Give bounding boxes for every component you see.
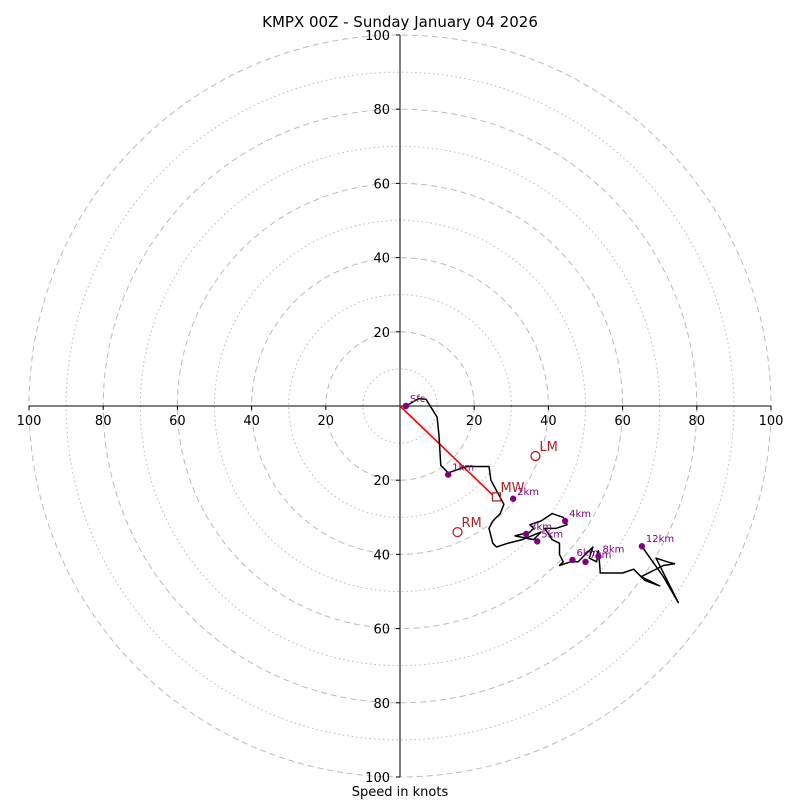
height-label-2km: 2km [517, 487, 539, 498]
y-tick-label: 80 [373, 103, 390, 118]
height-marker-sfc [402, 402, 410, 410]
x-tick-label: 40 [243, 414, 260, 429]
height-label-6km: 6km [577, 548, 599, 559]
storm-motion-label-mw: MW [500, 481, 524, 496]
height-marker-12km [638, 543, 646, 550]
storm-motion-marker-mw [491, 492, 502, 502]
height-markers: Sfc1km2km3km4km5km6km7km8km12km [402, 394, 674, 566]
shear-vector-layer [399, 405, 494, 496]
x-tick-label: 20 [466, 414, 483, 429]
storm-motion-label-lm: LM [539, 440, 557, 455]
storm-motion-label-rm: RM [462, 516, 482, 531]
height-label-3km: 3km [530, 522, 552, 533]
y-tick-label: 60 [373, 623, 390, 638]
x-axis-label: Speed in knots [352, 785, 449, 800]
height-marker-1km [445, 471, 452, 478]
x-tick-label: 100 [759, 414, 784, 429]
height-marker-5km [534, 538, 541, 545]
y-tick-label: 20 [373, 474, 390, 489]
height-label-12km: 12km [646, 534, 674, 545]
x-tick-label: 100 [17, 414, 42, 429]
y-tick-label: 40 [373, 548, 390, 563]
y-tick-label: 100 [365, 771, 390, 786]
x-tick-label: 80 [95, 414, 112, 429]
storm-motion-marker-lm [530, 450, 541, 462]
height-marker-3km [522, 530, 530, 538]
storm-motion-marker-rm [452, 526, 463, 538]
x-tick-label: 60 [169, 414, 186, 429]
shear-vector [399, 405, 494, 496]
x-tick-label: 40 [540, 414, 557, 429]
wind-trace-layer [405, 397, 680, 604]
height-marker-7km [582, 558, 589, 566]
tick-labels: 100 80 60 40 20 20 40 60 80 100 100 80 60 40 20 20 40 60 8… [17, 29, 784, 786]
x-tick-label: 60 [614, 414, 631, 429]
y-tick-label: 80 [373, 697, 390, 712]
height-marker-2km [509, 495, 517, 502]
y-tick-label: 60 [373, 177, 390, 192]
height-label-5km: 5km [541, 529, 563, 540]
wind-trace-line [405, 397, 680, 604]
x-tick-label: 80 [689, 414, 706, 429]
height-marker-6km [569, 556, 576, 564]
y-tick-label: 100 [365, 29, 390, 44]
height-label-4km: 4km [569, 509, 591, 520]
y-tick-label: 20 [373, 326, 390, 341]
height-label-8km: 8km [602, 544, 624, 555]
height-marker-8km [595, 553, 602, 560]
height-label-1km: 1km [452, 463, 474, 474]
storm-motion-markers: LM RM MW [452, 440, 558, 538]
height-marker-4km [561, 517, 569, 525]
chart-title: KMPX 00Z - Sunday January 04 2026 [262, 13, 538, 31]
height-label-sfc: Sfc [410, 394, 425, 405]
y-tick-label: 40 [373, 252, 390, 267]
x-tick-label: 20 [318, 414, 335, 429]
